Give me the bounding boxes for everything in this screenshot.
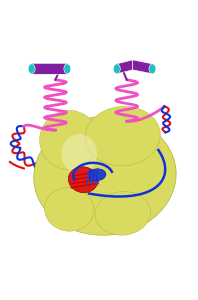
Ellipse shape [88,169,106,181]
Polygon shape [117,60,133,74]
Ellipse shape [149,64,156,74]
Polygon shape [133,60,152,74]
Ellipse shape [40,110,99,170]
Ellipse shape [68,167,98,193]
FancyBboxPatch shape [31,63,68,74]
Ellipse shape [85,106,160,166]
Ellipse shape [113,64,120,74]
Ellipse shape [64,64,71,74]
Ellipse shape [28,64,35,74]
Ellipse shape [95,191,150,235]
Ellipse shape [34,116,176,235]
Ellipse shape [61,134,97,174]
Ellipse shape [45,188,94,231]
